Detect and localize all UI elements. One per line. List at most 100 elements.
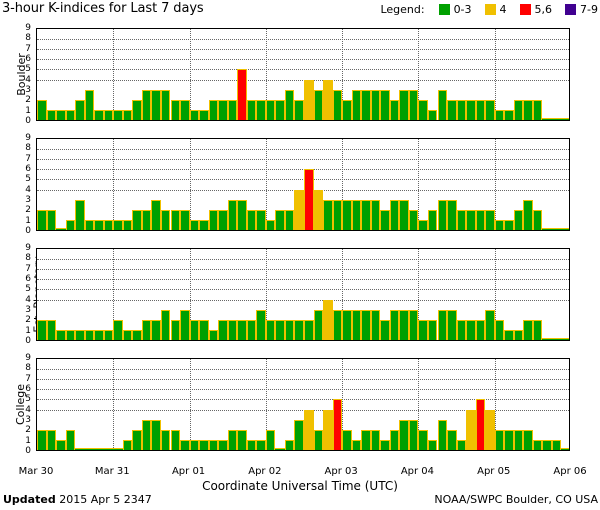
gridline-h-6: [37, 59, 569, 61]
bar: [408, 419, 419, 450]
y-tick-0: 0: [25, 226, 31, 236]
y-tick-8: 8: [25, 33, 31, 44]
legend-swatch-purple: [565, 4, 577, 15]
bar: [523, 99, 533, 120]
bar: [351, 199, 362, 230]
bar: [199, 219, 209, 230]
bar: [65, 429, 76, 450]
bar: [494, 429, 505, 450]
bar: [523, 429, 533, 450]
bar: [475, 399, 486, 450]
bar: [103, 219, 114, 230]
y-tick-6: 6: [25, 274, 31, 284]
y-tick-0: 0: [25, 446, 31, 456]
bar: [122, 329, 133, 340]
bar: [227, 199, 238, 230]
gridline-v-day-4: [342, 29, 344, 120]
bar: [180, 309, 190, 340]
bar: [475, 319, 486, 340]
y-tick-6: 6: [25, 54, 31, 64]
y-tick-1: 1: [25, 215, 31, 226]
gridline-v-day-1: [113, 359, 115, 450]
bar: [141, 419, 152, 450]
bar: [523, 319, 533, 340]
bar: [94, 448, 104, 450]
bar: [75, 99, 85, 120]
bar: [227, 99, 238, 120]
bar: [75, 329, 85, 340]
bar: [56, 228, 66, 230]
gridline-v-day-3: [265, 139, 267, 230]
legend-item-0-3: 0-3: [438, 3, 472, 16]
bar: [504, 329, 514, 340]
bar: [399, 89, 409, 120]
bar: [84, 448, 95, 450]
bar: [132, 209, 142, 230]
bar: [199, 319, 209, 340]
bar: [237, 69, 247, 120]
bar: [418, 429, 428, 450]
bar: [94, 329, 104, 340]
bar-series-college: [37, 359, 569, 450]
gridline-h-4: [37, 299, 569, 301]
bar: [494, 109, 505, 120]
bar: [37, 209, 47, 230]
bar: [342, 429, 352, 450]
gridline-v-day-2: [189, 359, 191, 450]
bar: [532, 319, 543, 340]
bar: [75, 199, 85, 230]
bar: [466, 209, 476, 230]
gridline-h-7: [37, 159, 569, 161]
y-tick-2: 2: [25, 425, 31, 436]
legend-text-4: 4: [499, 3, 507, 16]
bar: [513, 429, 524, 450]
bar: [313, 429, 324, 450]
gridline-h-8: [37, 39, 569, 41]
bar: [304, 79, 314, 120]
bar: [94, 109, 104, 120]
bar: [485, 309, 495, 340]
bar: [389, 309, 400, 340]
y-tick-9: 9: [25, 133, 31, 143]
bar: [189, 219, 200, 230]
plot-area: [37, 249, 569, 340]
bar: [199, 109, 209, 120]
x-tick-label: Apr 01: [171, 466, 206, 477]
bar: [265, 219, 276, 230]
bar: [542, 228, 552, 230]
bar: [180, 99, 190, 120]
bar: [132, 99, 142, 120]
bar: [542, 338, 552, 340]
bar: [84, 89, 95, 120]
bar: [113, 109, 123, 120]
y-tick-3: 3: [25, 85, 31, 95]
panel-est-planetary: [36, 248, 570, 341]
bar: [456, 99, 467, 120]
bar: [256, 309, 266, 340]
bar: [141, 89, 152, 120]
bar: [275, 319, 285, 340]
bar: [122, 219, 133, 230]
y-tick-9: 9: [25, 23, 31, 33]
bar: [113, 448, 123, 450]
y-tick-5: 5: [25, 64, 31, 75]
y-tick-8: 8: [25, 253, 31, 264]
legend: Legend: 0-3 4 5,6 7-9: [380, 3, 598, 16]
gridline-h-4: [37, 409, 569, 411]
bar: [399, 309, 409, 340]
bar: [523, 199, 533, 230]
gridline-v-day-2: [189, 29, 191, 120]
y-tick-0: 0: [25, 336, 31, 346]
bar: [103, 329, 114, 340]
bar: [370, 89, 381, 120]
bar: [65, 109, 76, 120]
y-tick-4: 4: [25, 294, 31, 305]
bar: [370, 309, 381, 340]
bar: [37, 99, 47, 120]
gridline-h-5: [37, 399, 569, 401]
gridline-h-5: [37, 289, 569, 291]
bar-series-fredericksburg: [37, 139, 569, 230]
bar: [380, 209, 390, 230]
y-tick-6: 6: [25, 384, 31, 394]
bar: [237, 429, 247, 450]
